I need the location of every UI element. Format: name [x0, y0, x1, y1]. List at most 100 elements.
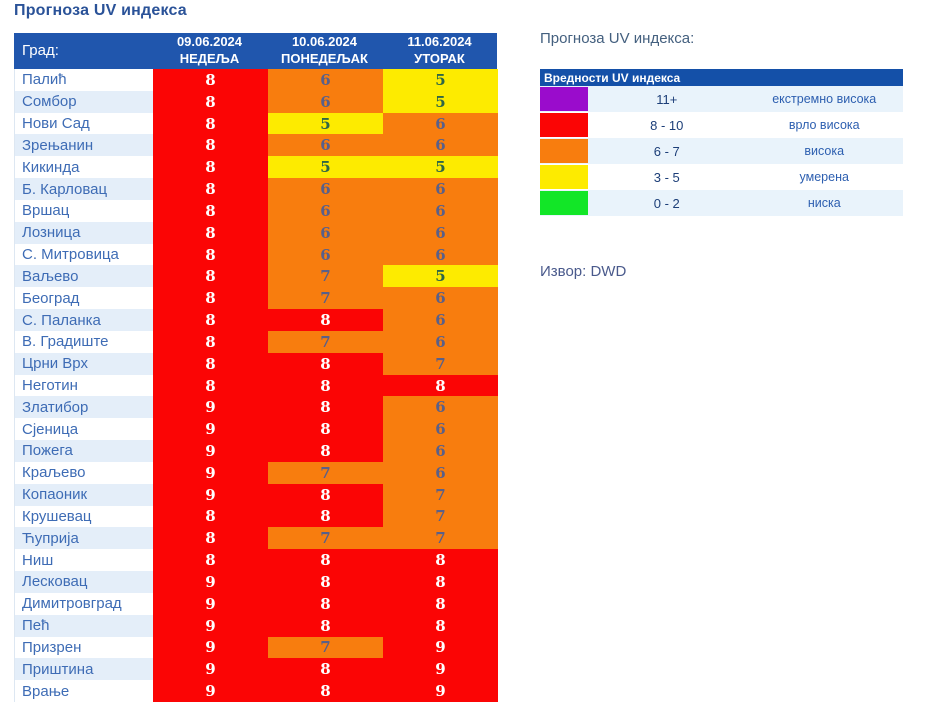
city-cell: Нови Сад	[15, 112, 153, 135]
page-title: Прогноза UV индекса	[14, 2, 187, 19]
city-cell: Ћуприја	[15, 527, 153, 550]
uv-value-cell: 7	[268, 527, 383, 550]
uv-value-cell: 6	[268, 221, 383, 244]
city-cell: В. Градиште	[15, 330, 153, 353]
legend-description: екстремно висока	[772, 92, 877, 106]
city-cell: Кикинда	[15, 156, 153, 179]
uv-value-cell: 8	[268, 483, 383, 506]
uv-value-cell: 5	[268, 156, 383, 179]
city-cell: Приштина	[15, 658, 153, 681]
city-cell: Београд	[15, 287, 153, 310]
city-cell: Вршац	[15, 199, 153, 222]
uv-value-cell: 8	[383, 571, 498, 593]
city-cell: Ниш	[15, 549, 153, 572]
uv-value-cell: 8	[268, 440, 383, 462]
uv-value-cell: 9	[153, 483, 268, 506]
uv-value-cell: 7	[383, 352, 498, 375]
uv-value-cell: 8	[383, 592, 498, 615]
uv-value-cell: 9	[153, 440, 268, 462]
day3-name: УТОРАК	[414, 51, 465, 66]
uv-value-cell: 8	[153, 90, 268, 113]
uv-value-cell: 8	[268, 418, 383, 441]
uv-value-cell: 8	[383, 549, 498, 572]
uv-value-cell: 6	[383, 134, 498, 157]
uv-value-cell: 8	[153, 505, 268, 528]
legend-range: 0 - 2	[653, 195, 680, 211]
city-cell: Копаоник	[15, 483, 153, 506]
legend-description: ниска	[807, 196, 841, 210]
day2-name: ПОНЕДЕЉАК	[281, 51, 368, 66]
uv-value-cell: 9	[383, 680, 498, 703]
legend-description: врло висока	[788, 118, 860, 132]
uv-value-cell: 5	[383, 156, 498, 179]
uv-value-cell: 8	[153, 527, 268, 550]
column-header-city: Град:	[22, 42, 59, 60]
uv-value-cell: 6	[268, 243, 383, 266]
uv-value-cell: 8	[383, 374, 498, 397]
uv-value-cell: 6	[383, 330, 498, 353]
uv-value-cell: 9	[153, 461, 268, 484]
uv-value-cell: 9	[153, 680, 268, 703]
city-cell: Лесковац	[15, 571, 153, 593]
uv-value-cell: 5	[268, 112, 383, 135]
day1-name: НЕДЕЉА	[179, 51, 240, 66]
city-cell: Б. Карловац	[15, 178, 153, 200]
uv-value-cell: 6	[268, 69, 383, 91]
uv-value-cell: 8	[268, 309, 383, 331]
uv-value-cell: 8	[153, 265, 268, 288]
legend-row: 0 - 2 ниска	[540, 190, 903, 216]
uv-value-cell: 6	[383, 396, 498, 419]
uv-value-cell: 7	[268, 287, 383, 310]
table-body: Палић 8 6 5 Сомбор 8 6 5 Нови Сад 8 5 6 Зрењанин 8 6 6 К…	[14, 69, 498, 703]
uv-value-cell: 7	[268, 330, 383, 353]
uv-value-cell: 7	[383, 505, 498, 528]
uv-value-cell: 6	[383, 418, 498, 441]
uv-value-cell: 6	[383, 309, 498, 331]
orange-swatch	[540, 139, 588, 163]
city-cell: Зрењанин	[15, 134, 153, 157]
uv-value-cell: 8	[153, 287, 268, 310]
legend-row: 6 - 7 висока	[540, 138, 903, 164]
day1-date: 09.06.2024	[176, 34, 243, 50]
uv-value-cell: 8	[153, 309, 268, 331]
uv-legend-table: Вредности UV индекса 11+ екстремно висока…	[540, 69, 903, 216]
uv-value-cell: 9	[153, 396, 268, 419]
uv-value-cell: 8	[383, 614, 498, 637]
uv-value-cell: 6	[268, 90, 383, 113]
city-cell: Пожега	[15, 440, 153, 462]
uv-value-cell: 6	[383, 461, 498, 484]
uv-value-cell: 8	[268, 352, 383, 375]
uv-value-cell: 8	[153, 330, 268, 353]
uv-forecast-table: Град: 09.06.2024 НЕДЕЉА 10.06.2024 ПОНЕД…	[14, 33, 498, 703]
uv-value-cell: 6	[268, 199, 383, 222]
city-cell: Сомбор	[15, 90, 153, 113]
source-label: Извор: DWD	[540, 263, 627, 280]
city-cell: Димитровград	[15, 592, 153, 615]
uv-value-cell: 8	[153, 352, 268, 375]
uv-value-cell: 8	[153, 374, 268, 397]
city-cell: С. Митровица	[15, 243, 153, 266]
red-swatch	[540, 113, 588, 137]
uv-value-cell: 8	[153, 199, 268, 222]
column-header-day2: 10.06.2024 ПОНЕДЕЉАК	[267, 33, 382, 69]
city-cell: Пећ	[15, 614, 153, 637]
uv-value-cell: 8	[268, 571, 383, 593]
legend-range: 8 - 10	[650, 117, 684, 133]
uv-value-cell: 8	[153, 178, 268, 200]
uv-value-cell: 8	[268, 374, 383, 397]
uv-value-cell: 6	[268, 134, 383, 157]
yellow-swatch	[540, 165, 588, 189]
column-header-day3: 11.06.2024 УТОРАК	[382, 33, 497, 69]
uv-value-cell: 9	[153, 592, 268, 615]
uv-value-cell: 5	[383, 69, 498, 91]
uv-value-cell: 8	[153, 156, 268, 179]
uv-value-cell: 9	[383, 658, 498, 681]
uv-value-cell: 8	[153, 221, 268, 244]
city-cell: Неготин	[15, 374, 153, 397]
uv-value-cell: 7	[383, 483, 498, 506]
legend-row: 8 - 10 врло висока	[540, 112, 903, 138]
legend-description: висока	[804, 144, 845, 158]
uv-value-cell: 8	[153, 69, 268, 91]
uv-value-cell: 9	[153, 658, 268, 681]
uv-value-cell: 9	[153, 614, 268, 637]
